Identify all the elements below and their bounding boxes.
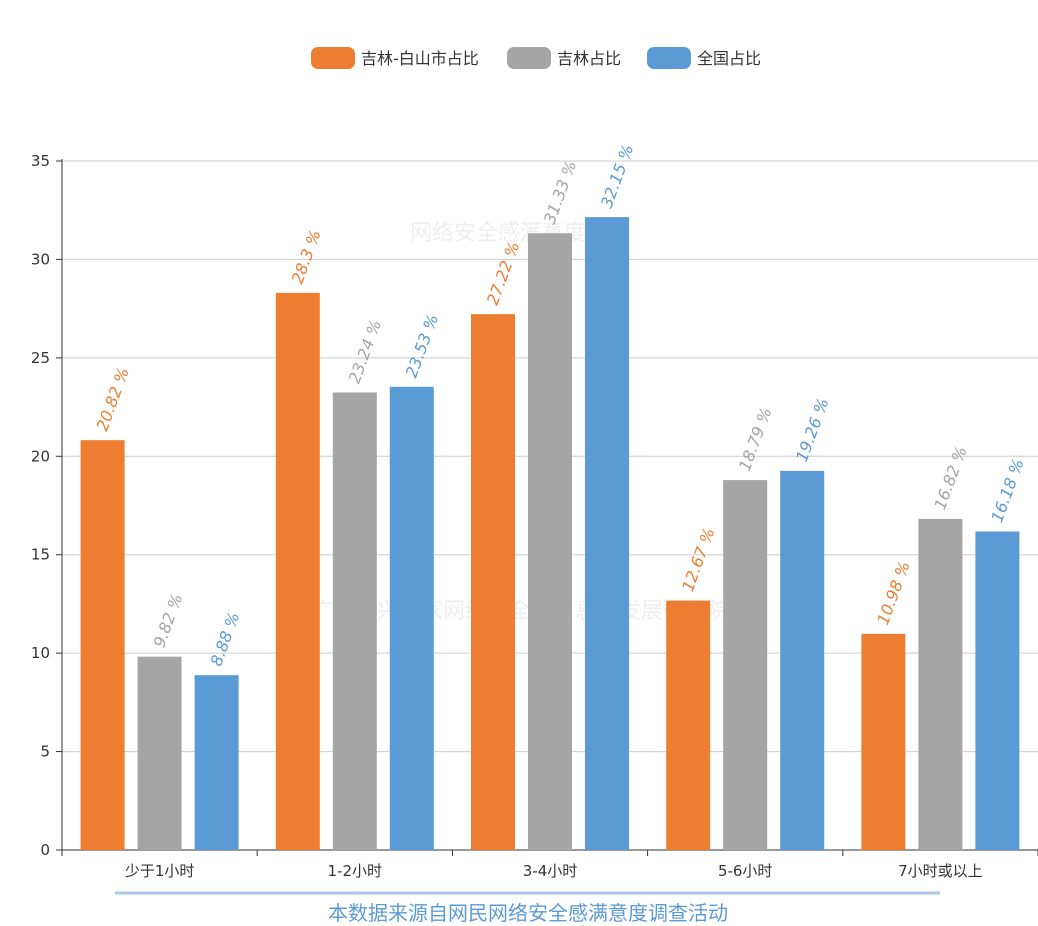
legend-label: 全国占比	[697, 49, 761, 68]
bar	[80, 440, 125, 850]
y-tick-label: 15	[31, 546, 50, 564]
x-tick-label: 1-2小时	[328, 862, 383, 880]
data-label: 32.15 %	[597, 142, 637, 211]
y-tick-label: 0	[40, 841, 50, 859]
data-label: 10.98 %	[873, 559, 913, 628]
data-label: 16.82 %	[930, 444, 970, 513]
x-tick-label: 5-6小时	[718, 862, 773, 880]
data-label: 31.33 %	[540, 158, 580, 227]
y-tick-label: 10	[31, 644, 50, 662]
legend: 吉林-白山市占比 吉林占比 全国占比	[311, 47, 761, 69]
legend-swatch	[311, 47, 355, 69]
footer-text: 本数据来源自网民网络安全感满意度调查活动	[328, 901, 728, 925]
data-label: 20.82 %	[93, 365, 133, 434]
x-tick-label: 少于1小时	[125, 862, 195, 880]
legend-label: 吉林-白山市占比	[361, 49, 479, 68]
bars-layer	[80, 217, 1020, 851]
y-tick-label: 25	[31, 349, 50, 367]
data-label: 16.18 %	[987, 456, 1027, 525]
bar	[861, 633, 906, 850]
bar	[918, 518, 963, 850]
data-label: 23.53 %	[402, 312, 442, 381]
legend-swatch	[647, 47, 691, 69]
data-label: 9.82 %	[150, 591, 187, 650]
bar	[137, 656, 182, 850]
y-tick-label: 20	[31, 447, 50, 465]
legend-swatch	[507, 47, 551, 69]
bar	[723, 480, 768, 850]
bar	[528, 233, 572, 850]
data-label: 8.88 %	[207, 610, 244, 669]
bar	[666, 600, 711, 850]
data-label: 19.26 %	[792, 396, 832, 465]
bar	[275, 292, 320, 850]
bar	[975, 531, 1020, 850]
bar	[780, 470, 825, 850]
bar	[389, 386, 434, 850]
bar	[471, 314, 515, 850]
y-tick-label: 30	[31, 250, 50, 268]
bar	[585, 217, 629, 851]
data-label: 18.79 %	[735, 405, 775, 474]
bar	[332, 392, 377, 850]
y-tick-label: 35	[31, 152, 50, 170]
y-tick-label: 5	[40, 743, 50, 761]
legend-label: 吉林占比	[557, 49, 621, 68]
x-tick-label: 3-4小时	[523, 862, 578, 880]
data-label: 12.67 %	[678, 525, 718, 594]
bar	[194, 675, 239, 850]
data-label: 28.3 %	[288, 227, 325, 286]
watermark-text: 广东新兴国家网络安全和信息化发展研究院	[311, 599, 729, 624]
data-label: 23.24 %	[345, 317, 385, 386]
data-label: 27.22 %	[483, 239, 523, 308]
footer: 本数据来源自网民网络安全感满意度调查活动	[115, 891, 940, 925]
x-tick-label: 7小时或以上	[898, 862, 983, 880]
